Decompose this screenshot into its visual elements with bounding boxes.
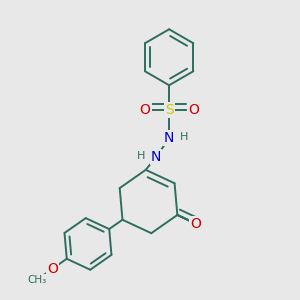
Text: S: S xyxy=(165,103,173,117)
Text: N: N xyxy=(151,150,161,164)
Text: H: H xyxy=(136,151,145,161)
Text: O: O xyxy=(188,103,199,117)
Text: O: O xyxy=(47,262,58,276)
Text: CH₃: CH₃ xyxy=(27,275,46,285)
Text: H: H xyxy=(180,132,189,142)
Text: N: N xyxy=(164,131,174,145)
Text: O: O xyxy=(140,103,150,117)
Text: O: O xyxy=(190,217,202,231)
